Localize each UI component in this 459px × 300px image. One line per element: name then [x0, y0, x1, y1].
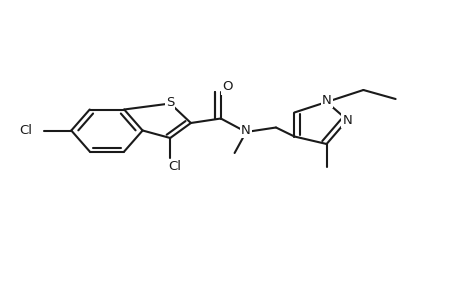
Text: N: N — [321, 94, 331, 107]
Text: N: N — [241, 124, 251, 137]
Text: Cl: Cl — [19, 124, 32, 137]
Text: O: O — [222, 80, 232, 94]
Text: S: S — [166, 95, 174, 109]
Text: N: N — [341, 113, 352, 127]
Text: Cl: Cl — [168, 160, 181, 173]
